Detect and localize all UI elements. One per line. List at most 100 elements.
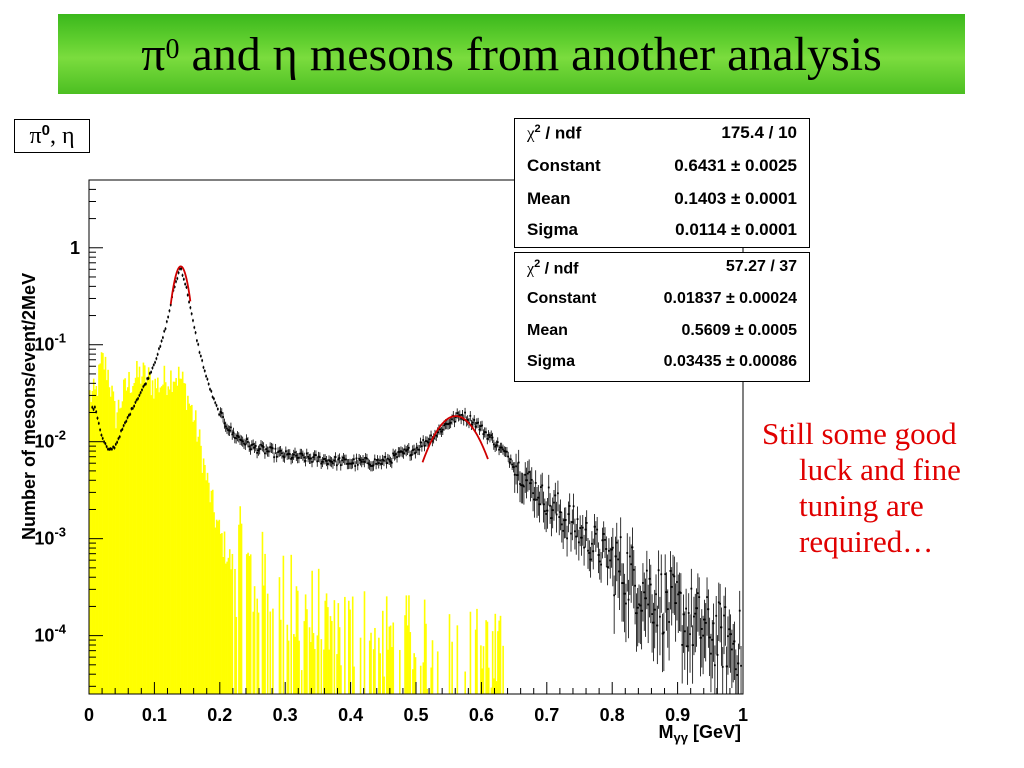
data-point — [495, 444, 498, 447]
data-point — [253, 446, 256, 449]
data-point — [196, 339, 198, 342]
data-point — [228, 429, 231, 432]
histogram-bin — [189, 405, 192, 694]
data-point — [549, 504, 551, 507]
data-point — [477, 421, 480, 424]
histogram-bin — [306, 609, 308, 694]
histogram-bin — [200, 445, 202, 694]
histogram-bin — [94, 389, 96, 694]
data-point — [696, 592, 699, 595]
data-point — [108, 448, 111, 451]
histogram-bin — [359, 637, 362, 694]
data-point — [124, 421, 126, 424]
x-tick-label: 0.8 — [600, 705, 625, 725]
data-point — [473, 418, 476, 421]
data-point — [711, 638, 714, 641]
histogram-bin — [204, 464, 206, 694]
data-point — [409, 454, 412, 457]
data-point — [526, 472, 529, 475]
histogram-bin — [116, 412, 119, 694]
data-point — [660, 573, 663, 576]
x-tick-label: 0.4 — [338, 705, 363, 725]
histogram-bin — [324, 600, 327, 694]
histogram-bin — [287, 640, 290, 694]
data-point — [674, 602, 677, 605]
histogram-bin — [353, 666, 355, 694]
data-point — [189, 306, 192, 309]
histogram-bin — [117, 399, 120, 694]
data-point — [233, 436, 236, 439]
histogram-bin — [223, 531, 226, 694]
histogram-bin — [217, 521, 219, 694]
x-axis-title: Mγγ [GeV] — [659, 722, 741, 745]
histogram-bin — [92, 378, 95, 694]
data-point — [156, 353, 159, 356]
data-point — [509, 458, 512, 461]
data-point — [226, 427, 228, 430]
data-point — [570, 532, 572, 535]
histogram-bin — [185, 409, 188, 694]
histogram-bin — [158, 392, 160, 694]
data-point — [218, 413, 221, 416]
data-point — [398, 451, 401, 453]
x-tick-label: 0.5 — [403, 705, 428, 725]
data-point — [120, 429, 122, 432]
histogram-bin — [303, 621, 306, 694]
histogram-bin — [174, 381, 176, 694]
histogram-bin — [431, 640, 434, 694]
histogram-bin — [247, 552, 249, 694]
data-point — [260, 443, 262, 446]
data-point — [239, 438, 241, 441]
data-point — [381, 458, 384, 461]
data-point — [581, 526, 584, 529]
histogram-bin — [391, 647, 393, 694]
data-point — [146, 377, 149, 380]
data-point — [523, 485, 525, 488]
data-point — [604, 538, 606, 541]
data-point — [545, 513, 548, 515]
histogram-bin — [141, 376, 143, 694]
data-point — [469, 414, 472, 417]
data-point — [137, 397, 139, 400]
histogram-bin — [113, 400, 116, 694]
data-point — [91, 406, 94, 409]
data-point — [366, 457, 368, 460]
data-point — [600, 563, 602, 566]
histogram-bin — [193, 420, 196, 694]
data-point — [462, 419, 465, 421]
data-point — [99, 428, 102, 431]
data-point — [494, 445, 497, 448]
y-tick-exponent: -4 — [54, 622, 66, 637]
side-note-line: tuning are — [799, 488, 924, 523]
x-tick-label: 0.1 — [142, 705, 167, 725]
stats-row-sigma: Sigma 0.0114 ± 0.0001 — [515, 220, 809, 250]
data-point — [601, 539, 604, 542]
data-point — [439, 428, 442, 431]
data-point — [626, 552, 629, 554]
data-point — [197, 343, 200, 346]
data-point — [345, 458, 347, 461]
data-point — [424, 440, 427, 442]
data-point — [444, 423, 447, 425]
data-point — [536, 498, 538, 501]
data-point — [520, 484, 523, 487]
histogram-bin — [456, 625, 459, 694]
data-point — [511, 463, 514, 466]
data-point — [632, 568, 635, 571]
side-note-line: Still some good — [762, 416, 957, 451]
data-point — [139, 391, 142, 394]
y-tick-base: 10 — [34, 335, 54, 355]
histogram-bin — [308, 627, 311, 694]
histogram-bin — [206, 472, 209, 694]
data-point — [417, 448, 419, 451]
histogram-bin — [160, 386, 163, 694]
histogram-bin — [125, 390, 128, 694]
data-point — [698, 596, 701, 599]
data-point — [202, 366, 205, 369]
data-point — [648, 577, 651, 580]
data-point — [734, 668, 737, 671]
histogram-bin — [409, 632, 412, 694]
data-point — [103, 440, 105, 443]
histogram-bin — [476, 608, 478, 694]
